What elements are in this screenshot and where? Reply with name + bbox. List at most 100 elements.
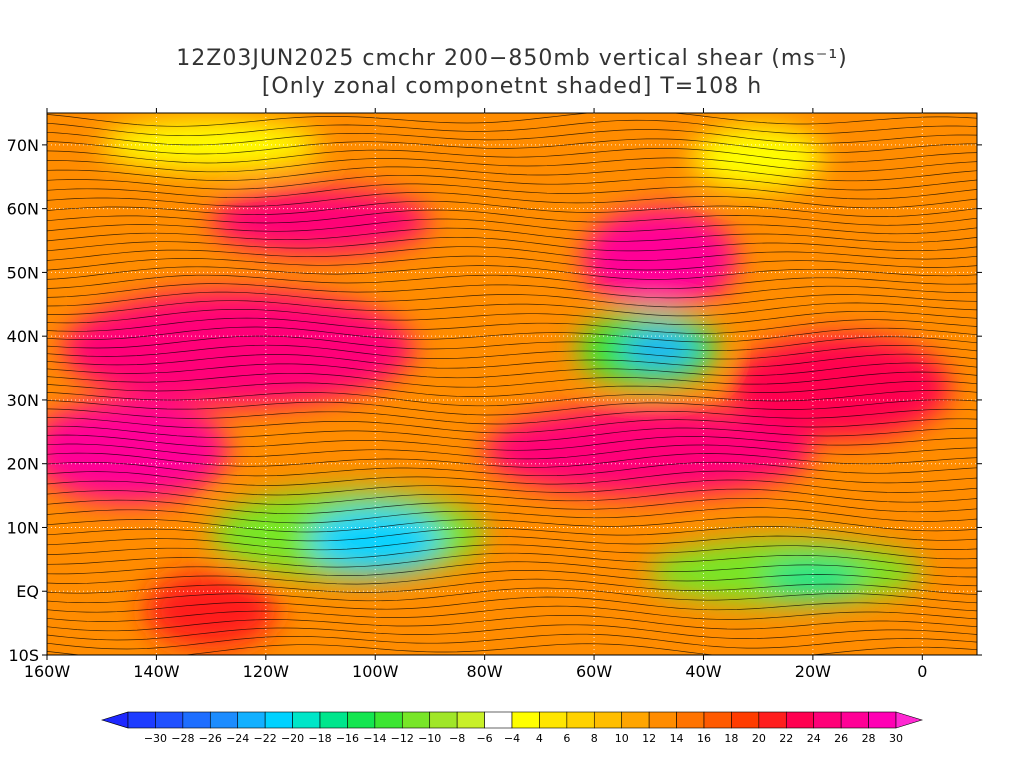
shear-region-atlantic-jet <box>583 208 737 311</box>
lon-tick-label: 120W <box>243 662 290 681</box>
streamline <box>47 308 977 326</box>
streamline <box>47 390 977 407</box>
colorbar-label: −28 <box>171 732 194 745</box>
streamline <box>47 507 977 524</box>
streamline <box>47 227 977 243</box>
lat-tick-label: 40N <box>7 327 39 346</box>
colorbar-swatch <box>703 711 732 729</box>
colorbar-label: −8 <box>449 732 465 745</box>
colorbar-label: −4 <box>504 732 520 745</box>
streamline <box>47 246 977 261</box>
lon-tick-label: 160W <box>24 662 71 681</box>
colorbar-swatch <box>840 711 869 729</box>
colorbar-swatch <box>813 711 842 729</box>
streamline <box>47 218 977 235</box>
shear-region-greenland-light <box>692 125 824 190</box>
streamline <box>47 633 977 650</box>
streamline <box>47 236 977 252</box>
colorbar-swatch <box>374 711 403 729</box>
lon-tick-label: 80W <box>467 662 503 681</box>
streamline <box>47 461 977 477</box>
colorbar-swatch <box>127 711 156 729</box>
lat-tick-label: 10S <box>8 646 39 665</box>
streamline <box>47 516 977 533</box>
streamline <box>47 470 977 486</box>
colorbar-label: 24 <box>807 732 821 745</box>
chart-subtitle: [Only zonal componetnt shaded] T=108 h <box>261 74 763 99</box>
colorbar-label: 18 <box>724 732 738 745</box>
streamline <box>47 578 977 595</box>
streamline <box>47 425 977 442</box>
colorbar-label: 8 <box>591 732 598 745</box>
colorbar-label: 6 <box>563 732 570 745</box>
shear-region-north-pacific-jet <box>63 291 414 407</box>
streamline <box>47 335 977 351</box>
colorbar-swatch <box>237 711 266 729</box>
colorbar: −30 −28 −26 −24 −22 −20 −18 −16 −14 −12 −10 −8 −6 −4 4… <box>100 711 924 745</box>
colorbar-label: −20 <box>281 732 304 745</box>
streamline <box>47 291 977 308</box>
colorbar-swatch <box>593 711 623 729</box>
colorbar-swatch <box>731 711 760 729</box>
colorbar-label: −14 <box>363 732 386 745</box>
shear-region-tropical-atlantic-core <box>763 559 863 598</box>
lat-tick-label: 60N <box>7 200 39 219</box>
chart-title: 12Z03JUN2025 cmchr 200−850mb vertical sh… <box>176 46 848 71</box>
streamline <box>47 166 977 182</box>
colorbar-swatch <box>319 711 348 729</box>
map-plot-area <box>47 113 977 655</box>
colorbar-swatch <box>539 711 568 729</box>
streamline <box>47 317 977 334</box>
colorbar-label: 14 <box>670 732 684 745</box>
streamline <box>47 380 977 397</box>
streamline <box>47 362 977 379</box>
shear-region-east-pacific-core <box>309 508 441 573</box>
lon-tick-label: 140W <box>133 662 180 681</box>
colorbar-label: −6 <box>476 732 492 745</box>
streamline <box>47 326 977 343</box>
streamlines <box>47 113 977 655</box>
streamline <box>47 408 977 425</box>
colorbar-swatch <box>758 711 787 729</box>
streamline <box>47 274 977 290</box>
colorbar-swatch <box>264 711 293 729</box>
streamline <box>47 417 977 434</box>
streamline <box>47 174 977 191</box>
streamline <box>47 157 977 173</box>
lon-tick-label: 0 <box>917 662 927 681</box>
streamline <box>47 300 977 317</box>
lat-tick-label: EQ <box>16 582 39 601</box>
lat-tick-label: 70N <box>7 136 39 155</box>
colorbar-label: 28 <box>862 732 876 745</box>
streamline <box>47 371 977 388</box>
colorbar-swatch <box>676 711 705 729</box>
colorbar-label: 30 <box>889 732 903 745</box>
streamline <box>47 399 977 416</box>
lat-tick-label: 20N <box>7 455 39 474</box>
streamline <box>47 615 977 632</box>
colorbar-swatch <box>621 711 650 729</box>
colorbar-swatch <box>566 711 595 729</box>
streamline <box>47 113 977 127</box>
colorbar-label: −18 <box>308 732 331 745</box>
colorbar-high-arrow <box>895 711 924 729</box>
streamline <box>47 200 977 217</box>
lon-tick-label: 60W <box>576 662 612 681</box>
streamline <box>47 255 977 271</box>
streamline <box>47 353 977 369</box>
colorbar-label: −10 <box>418 732 441 745</box>
colorbar-swatch <box>429 711 458 729</box>
streamline <box>47 596 977 613</box>
colorbar-swatch <box>347 711 376 729</box>
colorbar-swatch <box>401 711 431 729</box>
lon-tick-label: 40W <box>685 662 721 681</box>
streamline <box>47 148 977 164</box>
streamline <box>47 552 977 569</box>
colorbar-label: 16 <box>697 732 711 745</box>
lat-tick-label: 50N <box>7 263 39 282</box>
colorbar-label: −22 <box>254 732 277 745</box>
colorbar-label: 4 <box>536 732 543 745</box>
streamline <box>47 497 977 515</box>
streamline <box>47 192 977 209</box>
